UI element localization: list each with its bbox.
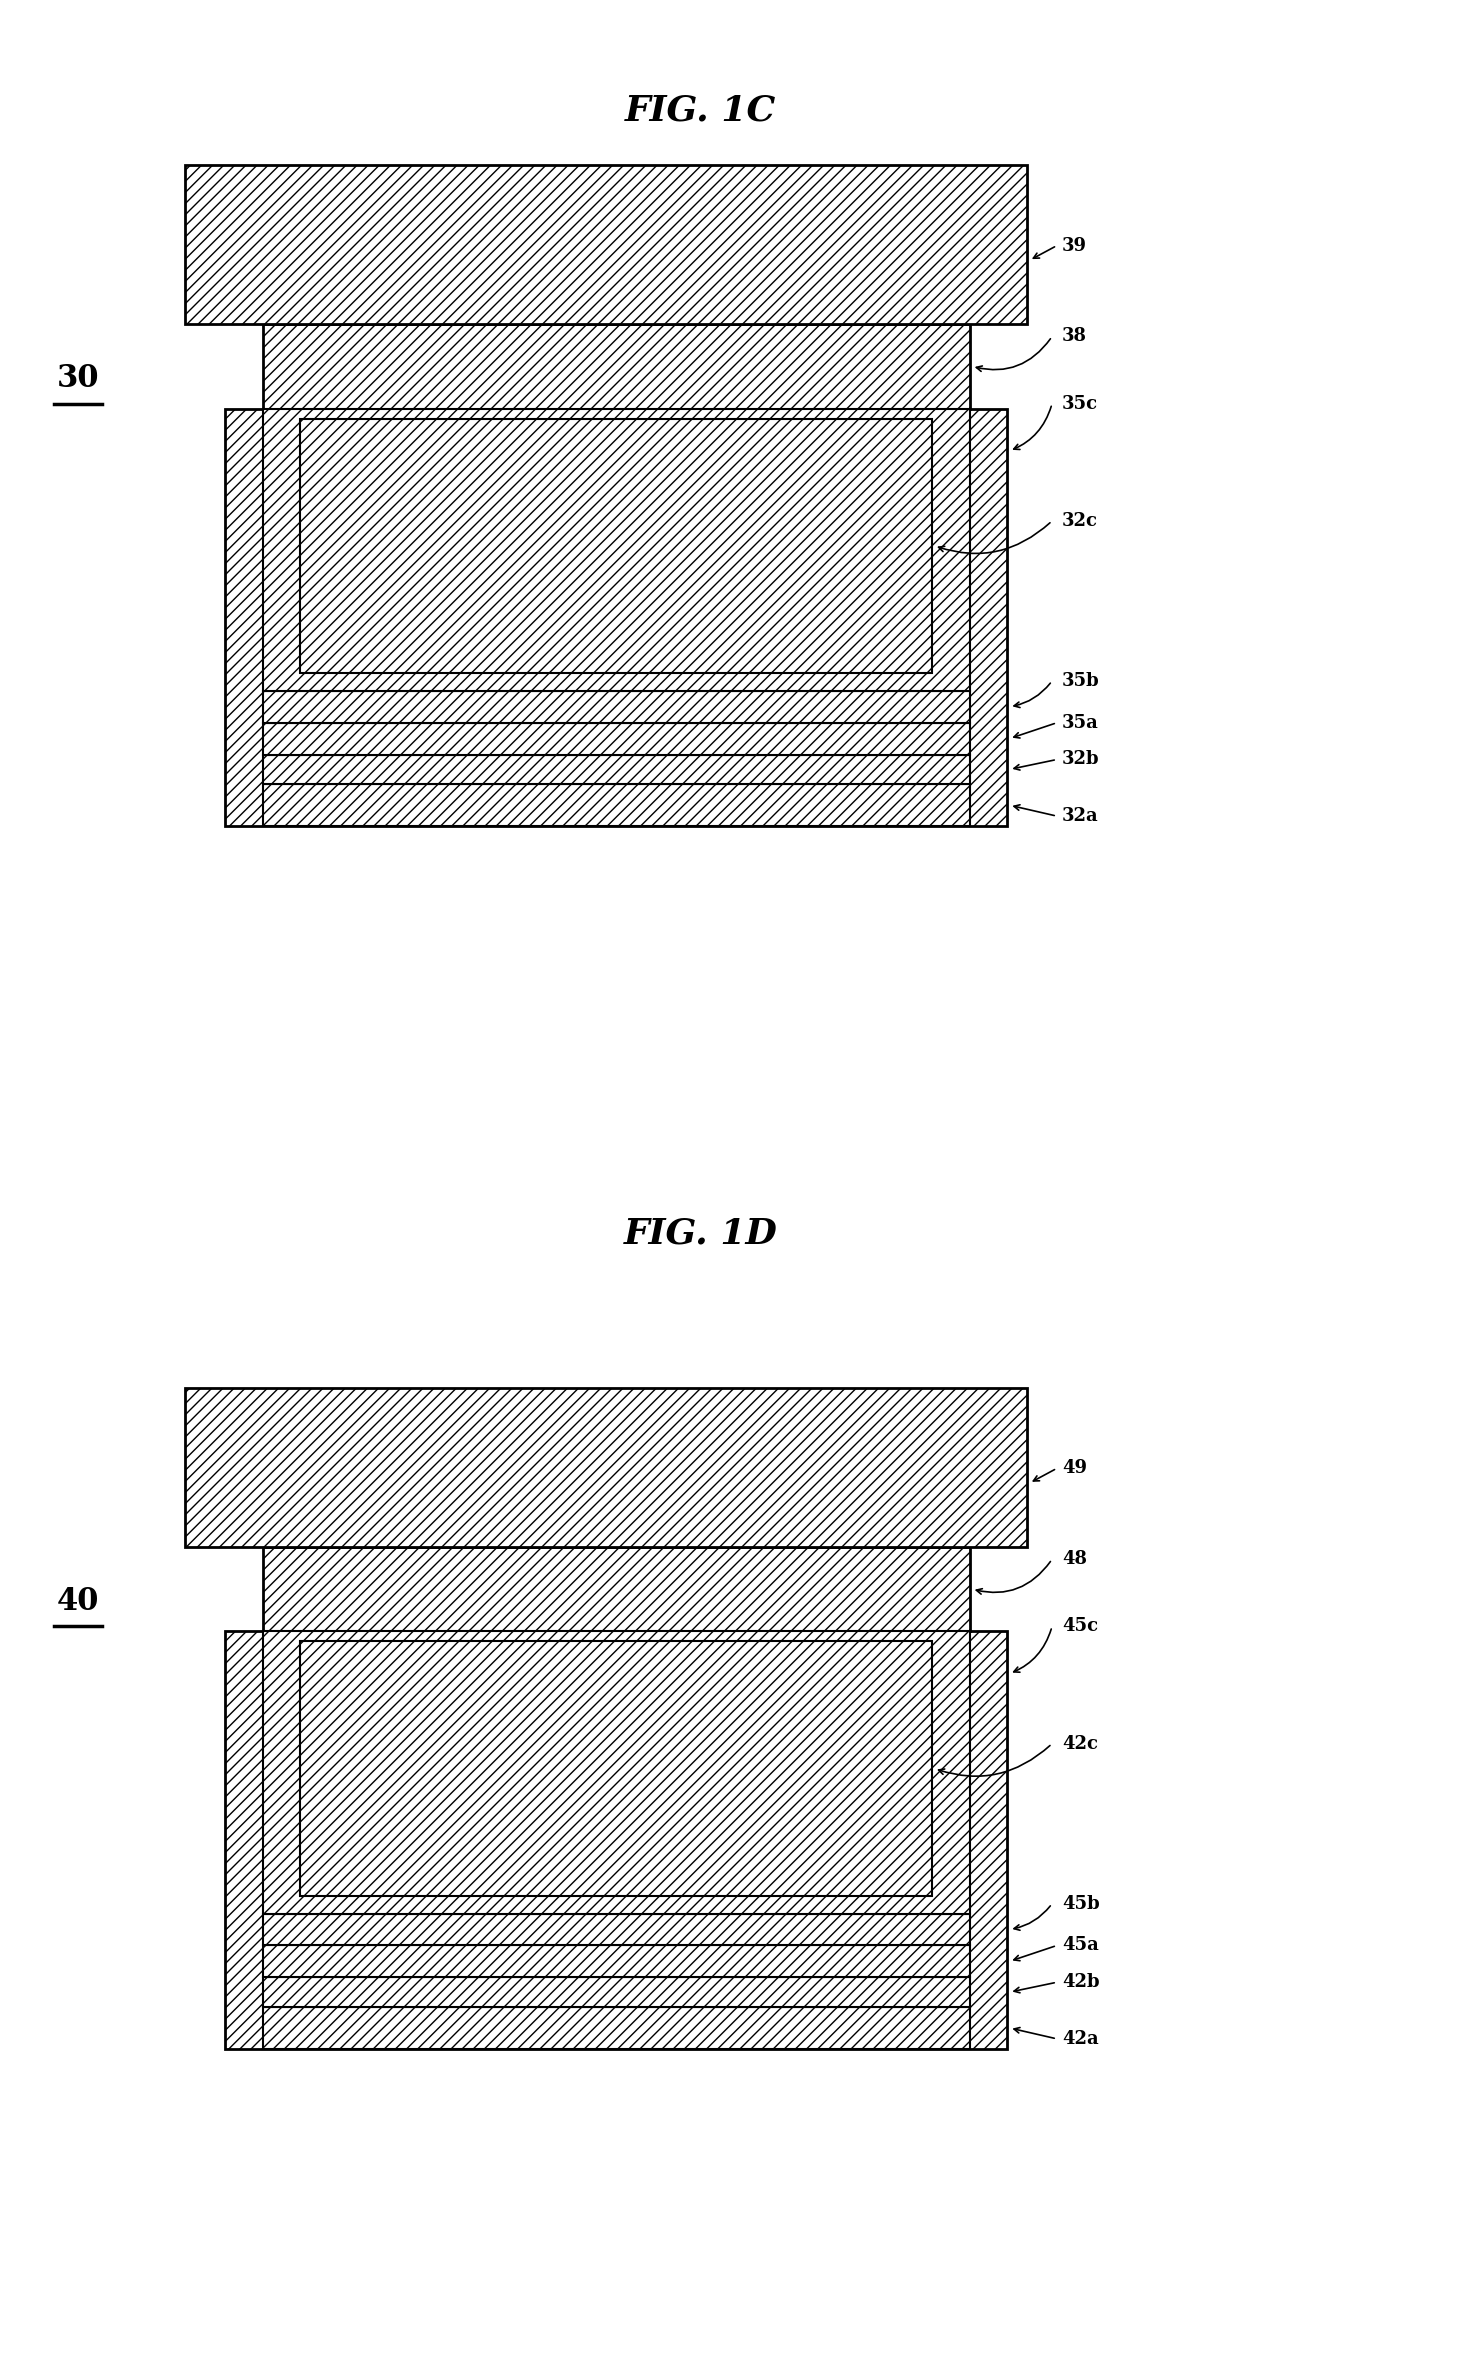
Text: FIG. 1D: FIG. 1D bbox=[624, 1217, 778, 1250]
Text: 32a: 32a bbox=[1062, 807, 1099, 826]
Bar bbox=[225, 410, 1007, 826]
Bar bbox=[262, 410, 970, 690]
Bar bbox=[301, 1641, 932, 1895]
Text: 45b: 45b bbox=[1062, 1895, 1100, 1914]
Bar bbox=[262, 784, 970, 826]
Bar bbox=[262, 2008, 970, 2048]
Bar bbox=[262, 1547, 970, 1631]
Text: 32c: 32c bbox=[1062, 511, 1097, 530]
Text: 42a: 42a bbox=[1062, 2029, 1099, 2048]
Bar bbox=[262, 325, 970, 410]
Text: 45a: 45a bbox=[1062, 1937, 1099, 1954]
Text: FIG. 1C: FIG. 1C bbox=[625, 94, 776, 127]
Text: 48: 48 bbox=[1062, 1551, 1087, 1568]
Bar bbox=[262, 1914, 970, 1944]
Text: 30: 30 bbox=[58, 363, 99, 393]
Bar bbox=[262, 690, 970, 723]
Bar bbox=[301, 419, 932, 673]
Text: 40: 40 bbox=[58, 1587, 99, 1617]
Text: 42b: 42b bbox=[1062, 1973, 1099, 1991]
Text: 35a: 35a bbox=[1062, 713, 1099, 732]
Bar bbox=[262, 1631, 970, 1914]
Bar bbox=[262, 1944, 970, 1977]
Bar bbox=[262, 723, 970, 756]
Text: 39: 39 bbox=[1062, 235, 1087, 254]
Text: 35b: 35b bbox=[1062, 671, 1100, 690]
Text: 35c: 35c bbox=[1062, 395, 1097, 412]
Bar bbox=[225, 1631, 1007, 2048]
Text: 45c: 45c bbox=[1062, 1617, 1097, 1636]
Text: 38: 38 bbox=[1062, 327, 1087, 346]
Bar bbox=[185, 165, 1028, 325]
Bar bbox=[262, 1977, 970, 2008]
Bar bbox=[262, 756, 970, 784]
Text: 32b: 32b bbox=[1062, 751, 1099, 767]
Bar bbox=[185, 1389, 1028, 1547]
Text: 42c: 42c bbox=[1062, 1735, 1097, 1754]
Text: 49: 49 bbox=[1062, 1459, 1087, 1478]
